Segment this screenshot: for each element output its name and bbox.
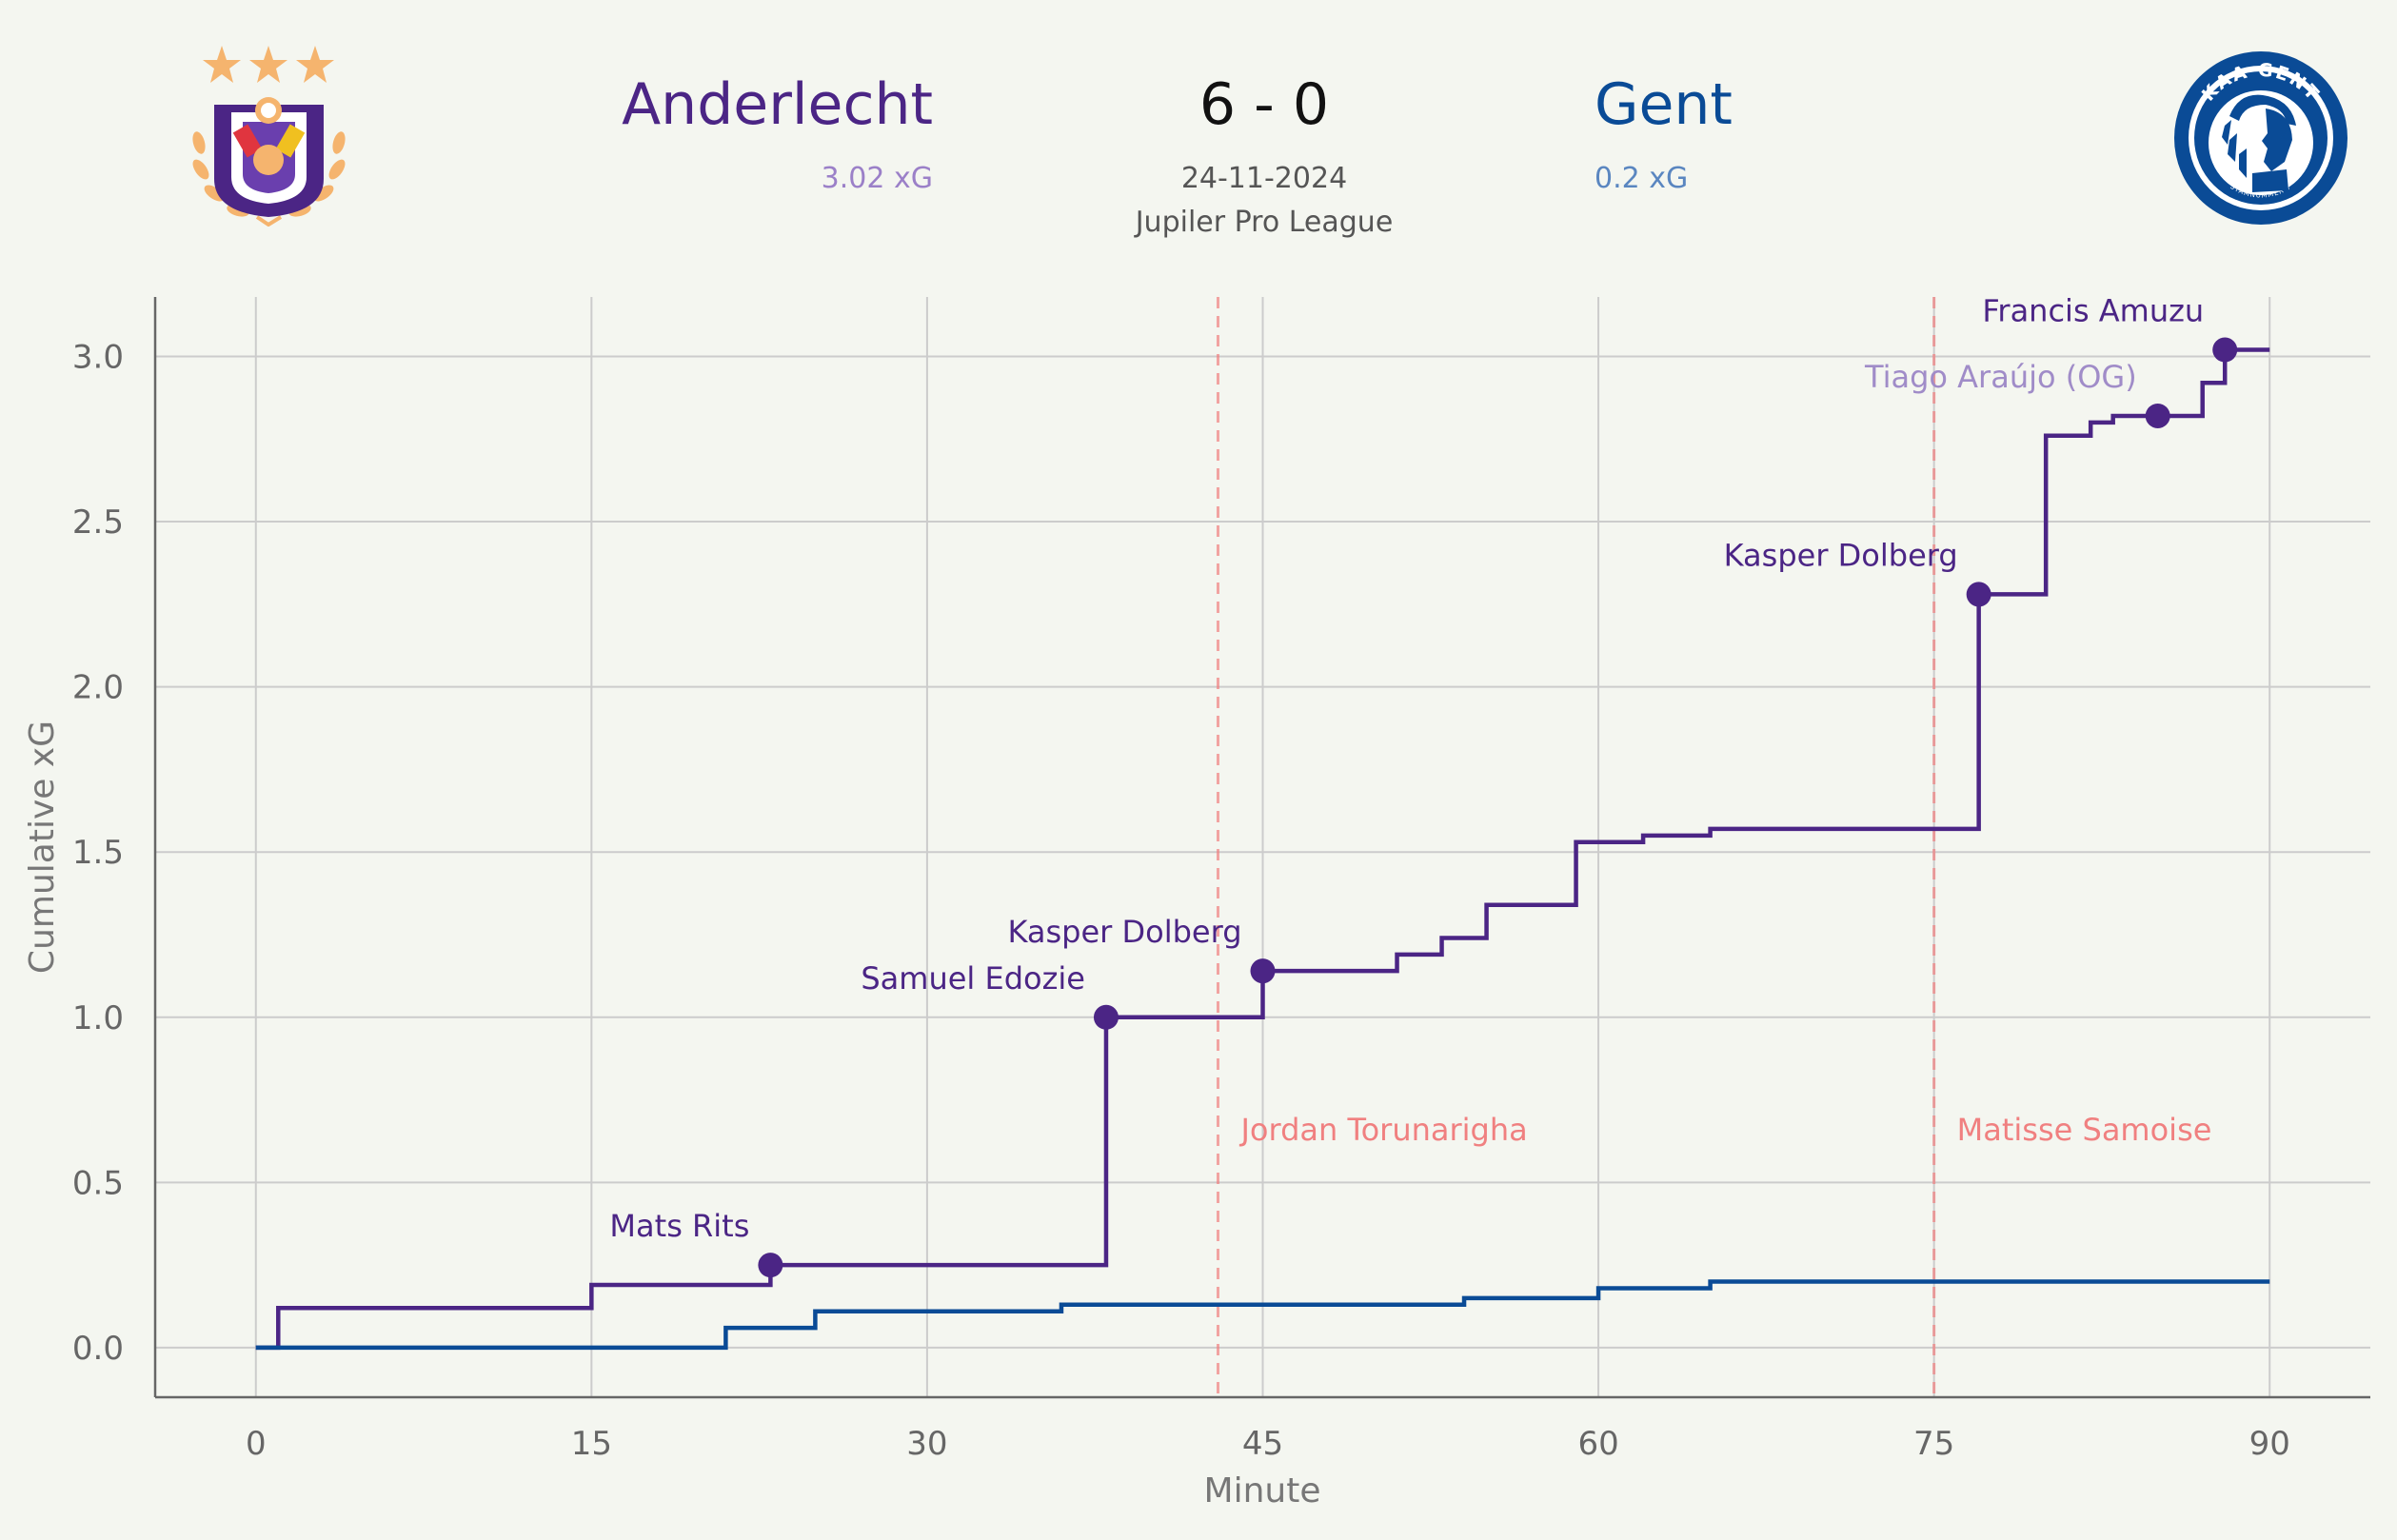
goal-marker [2212, 337, 2238, 363]
goal-scorer-label: Mats Rits [609, 1208, 749, 1244]
kaa-gent-crest-icon: KAA GENT STAMNUMMER 7 [2174, 51, 2347, 225]
home-team-name: Anderlecht [622, 71, 933, 138]
x-tick-label: 30 [906, 1425, 947, 1463]
x-tick-label: 75 [1913, 1425, 1954, 1463]
goal-scorer-label: Francis Amuzu [1982, 293, 2204, 329]
y-tick-label: 1.5 [72, 834, 124, 872]
y-tick-label: 0.5 [72, 1164, 124, 1202]
home-team-xg: 3.02 xG [821, 162, 933, 195]
y-axis-label: Cumulative xG [23, 721, 62, 974]
goal-marker [1250, 958, 1276, 984]
anderlecht-crest-icon [192, 46, 346, 227]
y-tick-label: 0.0 [72, 1330, 124, 1368]
y-tick-label: 2.5 [72, 503, 124, 542]
x-tick-label: 90 [2249, 1425, 2290, 1463]
goal-scorer-label: Samuel Edozie [861, 960, 1085, 997]
y-tick-label: 1.0 [72, 999, 124, 1037]
goal-marker [2145, 403, 2170, 428]
match-score: 6 - 0 [1198, 71, 1330, 138]
goal-scorer-label: Tiago Araújo (OG) [1864, 359, 2137, 395]
x-tick-label: 0 [246, 1425, 267, 1463]
goal-scorer-label: Kasper Dolberg [1007, 914, 1241, 950]
red-card-label: Matisse Samoise [1957, 1112, 2212, 1148]
x-tick-label: 60 [1577, 1425, 1618, 1463]
y-tick-label: 3.0 [72, 338, 124, 376]
competition-name: Jupiler Pro League [1135, 206, 1394, 239]
away-team-name: Gent [1595, 71, 1733, 138]
x-tick-label: 15 [571, 1425, 612, 1463]
goal-scorer-label: Kasper Dolberg [1724, 537, 1958, 573]
red-card-label: Jordan Torunarigha [1238, 1112, 1527, 1148]
goal-marker [1966, 582, 1991, 607]
away-team-xg: 0.2 xG [1595, 162, 1689, 195]
x-axis-label: Minute [1204, 1471, 1321, 1510]
x-tick-label: 45 [1242, 1425, 1283, 1463]
y-tick-label: 2.0 [72, 669, 124, 707]
goal-marker [1093, 1004, 1119, 1030]
match-date: 24-11-2024 [1180, 162, 1348, 195]
series-line-gent [255, 1279, 2270, 1351]
goal-marker [758, 1253, 783, 1278]
